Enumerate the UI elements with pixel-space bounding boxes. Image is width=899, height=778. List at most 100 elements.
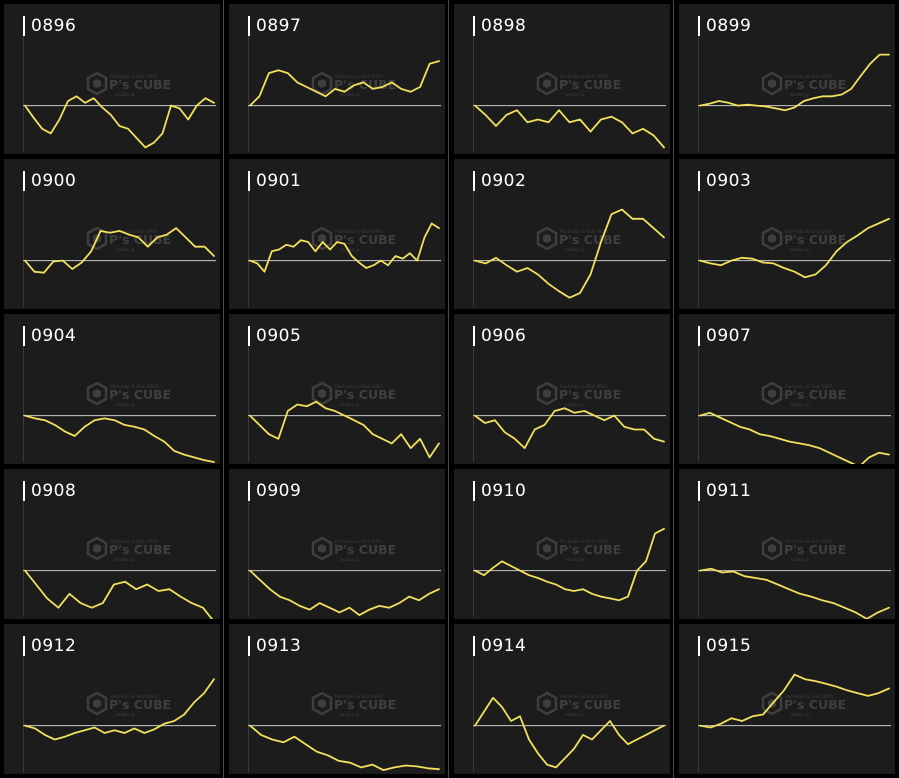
chart-title: 0907 [706, 326, 752, 346]
y-axis-line [698, 36, 699, 152]
cube-icon [311, 381, 333, 406]
series-line [474, 407, 665, 450]
watermark-tagline: Pachinko & Slot DATA [110, 694, 159, 700]
title-accent-bar [698, 636, 700, 656]
y-axis-line [473, 191, 474, 307]
chart-panel-0905: 0905 Pachinko & Slot DATA P's CUBE anaba.jp [229, 314, 445, 464]
watermark-subline: anaba.jp [790, 92, 810, 98]
y-axis-line [248, 501, 249, 617]
chart-title: 0901 [256, 171, 302, 191]
cube-icon [536, 536, 558, 561]
title-accent-bar [473, 481, 475, 501]
watermark-subline: anaba.jp [115, 557, 135, 563]
chart-panel-0912: 0912 Pachinko & Slot DATA P's CUBE anaba.jp [4, 624, 220, 774]
cube-icon [536, 691, 558, 716]
title-accent-bar [248, 636, 250, 656]
watermark-subline: anaba.jp [115, 247, 135, 253]
watermark-brand: P's CUBE [784, 77, 846, 92]
series-line [249, 724, 440, 772]
y-axis-line [23, 501, 24, 617]
chart-title: 0906 [481, 326, 527, 346]
series-line [249, 569, 440, 617]
y-axis-line [23, 191, 24, 307]
title-accent-bar [698, 16, 700, 36]
series-line [699, 411, 890, 464]
y-axis-line [698, 656, 699, 772]
title-accent-bar [23, 16, 25, 36]
watermark-brand: P's CUBE [109, 697, 171, 712]
cube-icon-core [93, 389, 101, 398]
watermark-brand: P's CUBE [334, 542, 396, 557]
title-accent-bar [23, 171, 25, 191]
cube-icon [311, 226, 333, 251]
watermark-tagline: Pachinko & Slot DATA [785, 229, 834, 235]
cube-icon [761, 381, 783, 406]
cube-icon-core [318, 544, 326, 553]
watermark-subline: anaba.jp [565, 92, 585, 98]
cube-icon-core [768, 389, 776, 398]
chart-panel-0898: 0898 Pachinko & Slot DATA P's CUBE anaba.jp [454, 4, 670, 154]
cube-icon-core [543, 699, 551, 708]
watermark-tagline: Pachinko & Slot DATA [560, 384, 609, 390]
series-line [249, 400, 440, 459]
cube-icon [86, 381, 108, 406]
cube-icon-core [93, 79, 101, 88]
y-axis-line [698, 191, 699, 307]
title-accent-bar [248, 171, 250, 191]
watermark-subline: anaba.jp [565, 557, 585, 563]
watermark-subline: anaba.jp [340, 712, 360, 718]
watermark-brand: P's CUBE [784, 232, 846, 247]
y-axis-line [23, 346, 24, 462]
title-accent-bar [23, 636, 25, 656]
watermark-subline: anaba.jp [565, 247, 585, 253]
chart-title: 0896 [31, 16, 77, 36]
chart-panel-0904: 0904 Pachinko & Slot DATA P's CUBE anaba.jp [4, 314, 220, 464]
cube-icon [311, 691, 333, 716]
watermark-tagline: Pachinko & Slot DATA [110, 539, 159, 545]
y-axis-line [473, 656, 474, 772]
y-axis-line [248, 346, 249, 462]
cube-icon-core [768, 79, 776, 88]
y-axis-line [248, 656, 249, 772]
watermark-brand: P's CUBE [334, 387, 396, 402]
cube-icon [86, 691, 108, 716]
y-axis-line [248, 36, 249, 152]
series-line [699, 217, 890, 279]
cube-icon [311, 71, 333, 96]
cube-icon-core [318, 699, 326, 708]
cube-icon [761, 226, 783, 251]
chart-panel-0901: 0901 Pachinko & Slot DATA P's CUBE anaba.jp [229, 159, 445, 309]
watermark-brand: P's CUBE [559, 77, 621, 92]
watermark-brand: P's CUBE [559, 697, 621, 712]
watermark-brand: P's CUBE [109, 387, 171, 402]
series-line [24, 414, 215, 463]
y-axis-line [698, 346, 699, 462]
watermark-subline: anaba.jp [115, 92, 135, 98]
title-accent-bar [23, 326, 25, 346]
cube-icon [311, 536, 333, 561]
watermark-tagline: Pachinko & Slot DATA [560, 694, 609, 700]
cube-icon-core [543, 544, 551, 553]
chart-panel-0910: 0910 Pachinko & Slot DATA P's CUBE anaba.jp [454, 469, 670, 619]
watermark-subline: anaba.jp [790, 712, 810, 718]
chart-title: 0912 [31, 636, 77, 656]
watermark-subline: anaba.jp [790, 557, 810, 563]
watermark-brand: P's CUBE [784, 387, 846, 402]
title-accent-bar [473, 16, 475, 36]
